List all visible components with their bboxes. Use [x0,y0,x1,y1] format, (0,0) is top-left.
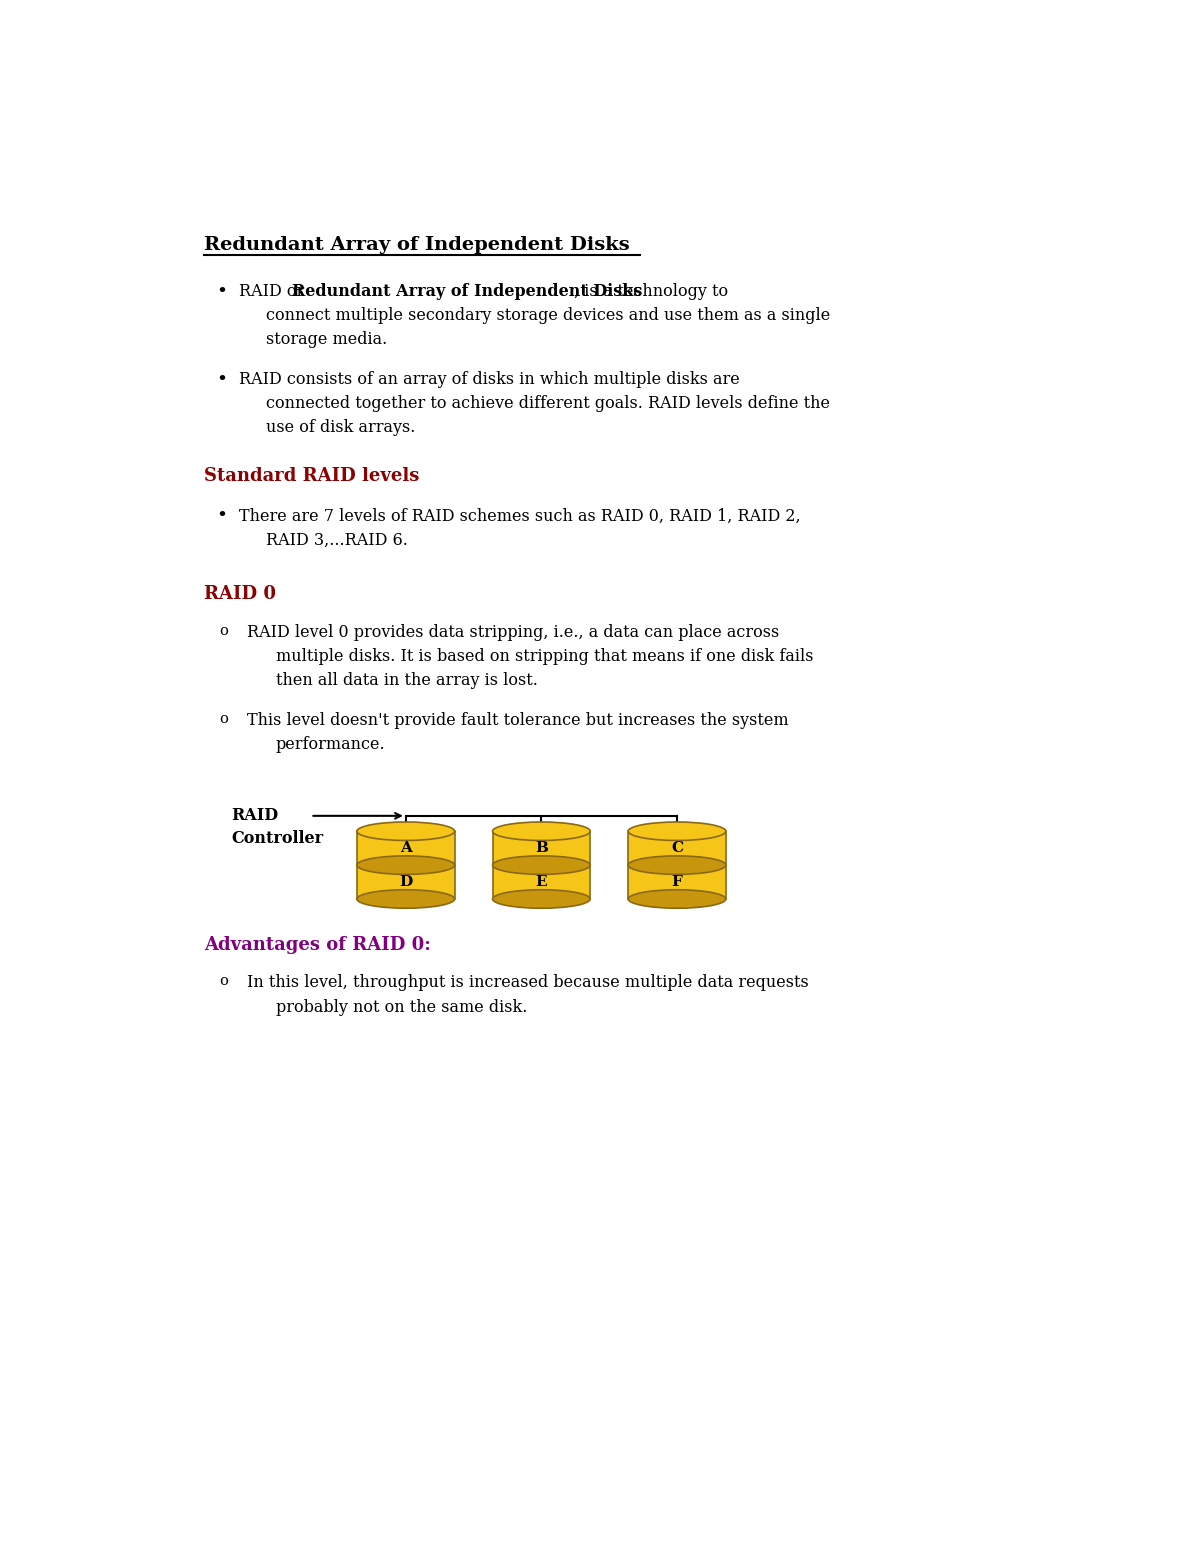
Text: probably not on the same disk.: probably not on the same disk. [276,999,527,1016]
Ellipse shape [356,856,455,874]
Text: F: F [672,874,683,888]
Text: A: A [400,842,412,856]
Text: performance.: performance. [276,736,385,753]
Ellipse shape [356,890,455,909]
Ellipse shape [492,856,590,874]
Polygon shape [628,831,726,899]
Text: use of disk arrays.: use of disk arrays. [266,419,415,436]
Text: Redundant Array of Independent Disks: Redundant Array of Independent Disks [204,236,630,255]
Text: RAID 0: RAID 0 [204,585,276,603]
Text: There are 7 levels of RAID schemes such as RAID 0, RAID 1, RAID 2,: There are 7 levels of RAID schemes such … [239,508,800,525]
Text: In this level, throughput is increased because multiple data requests: In this level, throughput is increased b… [247,974,809,991]
Text: RAID 3,...RAID 6.: RAID 3,...RAID 6. [266,531,408,548]
Text: Standard RAID levels: Standard RAID levels [204,466,420,485]
Text: RAID: RAID [232,806,278,823]
Text: RAID consists of an array of disks in which multiple disks are: RAID consists of an array of disks in wh… [239,371,740,388]
Text: RAID level 0 provides data stripping, i.e., a data can place across: RAID level 0 provides data stripping, i.… [247,624,779,641]
Text: o: o [220,974,229,988]
Text: •: • [216,283,227,301]
Text: Redundant Array of Independent Disks: Redundant Array of Independent Disks [293,283,642,300]
Text: E: E [535,874,547,888]
Text: then all data in the array is lost.: then all data in the array is lost. [276,672,538,690]
Ellipse shape [492,822,590,840]
Ellipse shape [628,890,726,909]
Text: o: o [220,624,229,638]
Text: This level doesn't provide fault tolerance but increases the system: This level doesn't provide fault toleran… [247,711,788,728]
Text: o: o [220,711,229,725]
Text: connected together to achieve different goals. RAID levels define the: connected together to achieve different … [266,394,830,412]
Text: , is a technology to: , is a technology to [574,283,727,300]
Text: RAID or: RAID or [239,283,310,300]
Ellipse shape [628,856,726,874]
Polygon shape [356,831,455,899]
Text: multiple disks. It is based on stripping that means if one disk fails: multiple disks. It is based on stripping… [276,648,814,665]
Ellipse shape [628,822,726,840]
Text: B: B [535,842,548,856]
Text: •: • [216,371,227,388]
Text: connect multiple secondary storage devices and use them as a single: connect multiple secondary storage devic… [266,307,830,325]
Text: C: C [671,842,683,856]
Ellipse shape [492,890,590,909]
Text: •: • [216,508,227,525]
Polygon shape [492,831,590,899]
Text: D: D [400,874,413,888]
Ellipse shape [356,822,455,840]
Text: Controller: Controller [232,829,324,846]
Text: Advantages of RAID 0:: Advantages of RAID 0: [204,936,431,954]
Text: storage media.: storage media. [266,331,388,348]
